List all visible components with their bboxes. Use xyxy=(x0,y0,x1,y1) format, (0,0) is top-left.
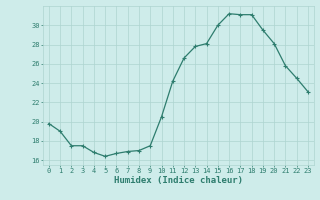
X-axis label: Humidex (Indice chaleur): Humidex (Indice chaleur) xyxy=(114,176,243,185)
